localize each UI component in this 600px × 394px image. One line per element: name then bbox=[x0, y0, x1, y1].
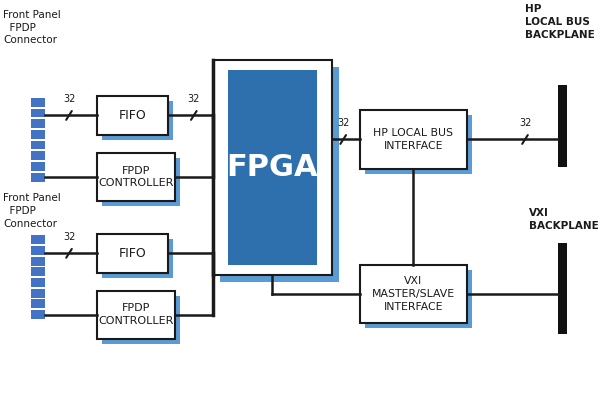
Bar bbox=[31, 141, 45, 149]
Text: FPDP
CONTROLLER: FPDP CONTROLLER bbox=[98, 165, 174, 188]
Bar bbox=[31, 310, 45, 319]
Text: HP LOCAL BUS
INTERFACE: HP LOCAL BUS INTERFACE bbox=[373, 128, 454, 151]
Bar bbox=[31, 98, 45, 107]
Bar bbox=[97, 96, 168, 135]
Text: FIFO: FIFO bbox=[119, 109, 146, 122]
Bar bbox=[365, 115, 472, 174]
Bar bbox=[360, 110, 467, 169]
Bar bbox=[102, 101, 173, 140]
Text: 32: 32 bbox=[519, 118, 531, 128]
Bar bbox=[31, 268, 45, 276]
Bar bbox=[31, 235, 45, 244]
Text: 32: 32 bbox=[63, 94, 75, 104]
Text: 32: 32 bbox=[337, 118, 349, 128]
Bar bbox=[31, 162, 45, 171]
Bar bbox=[31, 278, 45, 287]
Bar bbox=[228, 70, 317, 265]
Bar bbox=[360, 265, 467, 323]
Bar bbox=[97, 291, 175, 339]
Text: VXI
BACKPLANE: VXI BACKPLANE bbox=[529, 208, 599, 231]
Bar bbox=[220, 67, 339, 282]
Text: FIFO: FIFO bbox=[119, 247, 146, 260]
Text: Front Panel
  FPDP
Connector: Front Panel FPDP Connector bbox=[3, 193, 61, 229]
Bar bbox=[31, 257, 45, 266]
Text: Front Panel
  FPDP
Connector: Front Panel FPDP Connector bbox=[3, 10, 61, 45]
Text: FPGA: FPGA bbox=[227, 153, 318, 182]
Bar bbox=[31, 246, 45, 255]
Bar bbox=[97, 234, 168, 273]
Bar bbox=[31, 299, 45, 309]
Text: VXI
MASTER/SLAVE
INTERFACE: VXI MASTER/SLAVE INTERFACE bbox=[372, 276, 455, 312]
Bar bbox=[558, 85, 567, 167]
Bar bbox=[365, 270, 472, 328]
Bar bbox=[31, 289, 45, 297]
Bar bbox=[97, 153, 175, 201]
Text: HP
LOCAL BUS
BACKPLANE: HP LOCAL BUS BACKPLANE bbox=[525, 4, 595, 39]
Bar bbox=[31, 108, 45, 117]
Text: FPDP
CONTROLLER: FPDP CONTROLLER bbox=[98, 303, 174, 326]
Bar bbox=[31, 130, 45, 139]
Bar bbox=[558, 243, 567, 334]
Bar bbox=[213, 60, 332, 275]
Bar bbox=[102, 239, 173, 278]
Bar bbox=[102, 158, 180, 206]
Bar bbox=[31, 173, 45, 182]
Bar bbox=[102, 296, 180, 344]
Bar bbox=[31, 151, 45, 160]
Bar bbox=[31, 119, 45, 128]
Text: 32: 32 bbox=[63, 232, 75, 242]
Text: 32: 32 bbox=[188, 94, 200, 104]
